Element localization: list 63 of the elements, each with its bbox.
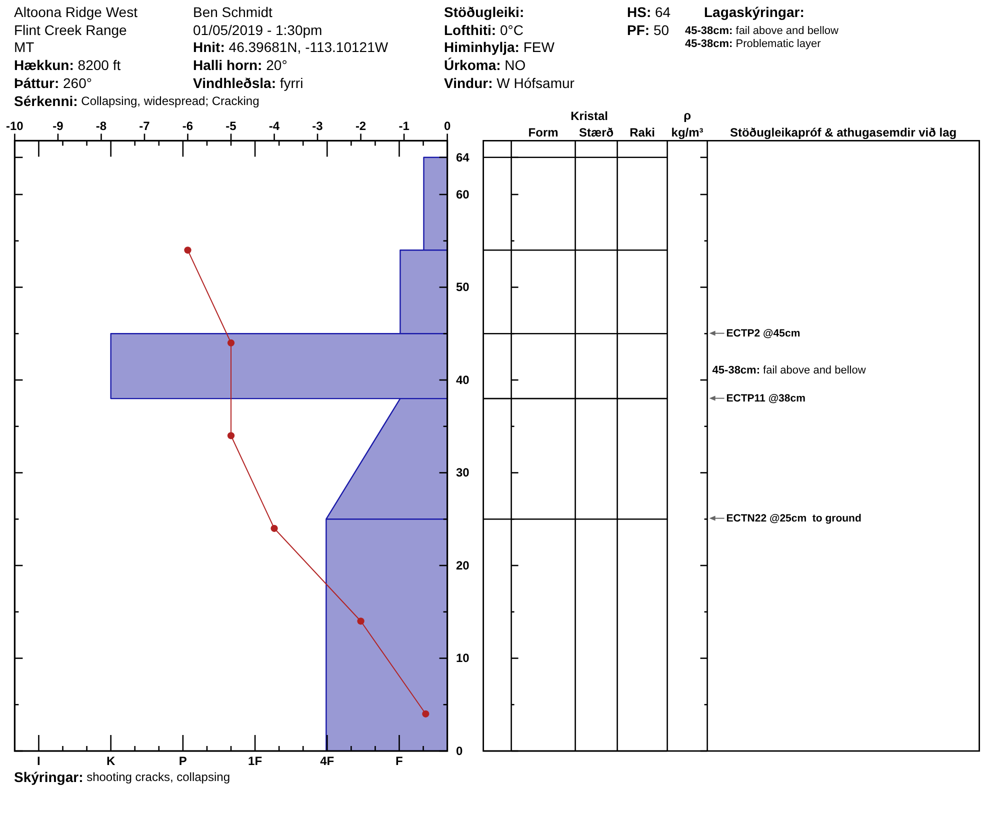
- category-label: Stöðugleikapróf & athugasemdir við lag: [730, 126, 957, 140]
- text: Þáttur: 260°: [14, 75, 92, 91]
- y-tick-label: 64: [456, 150, 470, 164]
- text: Stöðugleiki:: [444, 4, 524, 20]
- point: [227, 339, 235, 346]
- text: ECTP2 @45cm: [726, 327, 800, 340]
- text: ECTP11 @38cm: [726, 392, 806, 404]
- text: Flint Creek Range: [14, 22, 128, 38]
- text: K: [106, 754, 116, 768]
- text: I: [37, 754, 40, 768]
- point: [184, 246, 192, 254]
- x-tick-label: -10: [6, 119, 24, 133]
- text: Lofthiti: 0°C: [444, 22, 524, 38]
- point: [422, 710, 430, 718]
- text: 45-38cm: fail above and bellow: [685, 25, 839, 37]
- text: Sérkenni: Collapsing, widespread; Cracking: [14, 93, 260, 109]
- x-tick-label: -9: [52, 119, 64, 133]
- y-tick-label: 0: [456, 744, 463, 758]
- y-tick-label: 10: [456, 651, 470, 666]
- text: Kristal: [570, 109, 608, 123]
- text: Halli horn: 20°: [193, 57, 288, 73]
- text: PF: 50: [627, 22, 670, 38]
- text: 45-38cm: fail above and bellow: [712, 364, 866, 377]
- text: MT: [14, 39, 35, 55]
- point: [357, 618, 364, 625]
- text: Hnit: 46.39681N, -113.10121W: [193, 39, 389, 55]
- x-tick-label: -5: [226, 119, 237, 133]
- category-label: ρ kg/m³: [671, 108, 704, 140]
- text: Lagaskýringar:: [704, 4, 804, 20]
- y-tick-label: 60: [456, 187, 470, 202]
- y-tick-label: 40: [456, 372, 470, 387]
- x-tick-label: -1: [398, 119, 410, 133]
- text: P: [178, 754, 187, 768]
- text: Ben Schmidt: [193, 4, 272, 20]
- text: Himinhylja: FEW: [444, 39, 556, 55]
- category-label: Form: [528, 126, 558, 140]
- x-tick-label: -3: [312, 119, 324, 133]
- text: Altoona Ridge West: [14, 4, 138, 20]
- y-tick-label: 50: [456, 280, 470, 294]
- point: [270, 524, 278, 532]
- x-tick-label: -7: [139, 119, 150, 133]
- category-label: Stærð: [578, 126, 614, 140]
- y-tick-label: 30: [456, 466, 470, 480]
- text: Úrkoma: NO: [444, 57, 526, 73]
- y-tick-label: 20: [456, 558, 470, 572]
- x-tick-label: -4: [268, 119, 280, 133]
- text: 01/05/2019 - 1:30pm: [193, 22, 322, 38]
- text: 45-38cm: Problematic layer: [685, 38, 822, 50]
- point: [227, 432, 235, 440]
- x-tick-label: -2: [355, 119, 366, 133]
- text: Vindur: W Hófsamur: [444, 75, 575, 91]
- category-label: Raki: [630, 126, 655, 140]
- text: F: [396, 754, 403, 768]
- text: Skýringar: shooting cracks, collapsing: [14, 769, 230, 785]
- text: 1F: [248, 754, 262, 768]
- text: 4F: [320, 754, 334, 768]
- text: ECTN22 @25cm to ground: [726, 512, 862, 524]
- x-tick-label: 0: [444, 119, 451, 133]
- text: HS: 64: [627, 4, 671, 20]
- x-tick-label: -6: [182, 119, 194, 133]
- text: Hækkun: 8200 ft: [14, 57, 121, 73]
- text: Vindhleðsla: fyrri: [193, 75, 304, 91]
- x-tick-label: -8: [96, 119, 107, 133]
